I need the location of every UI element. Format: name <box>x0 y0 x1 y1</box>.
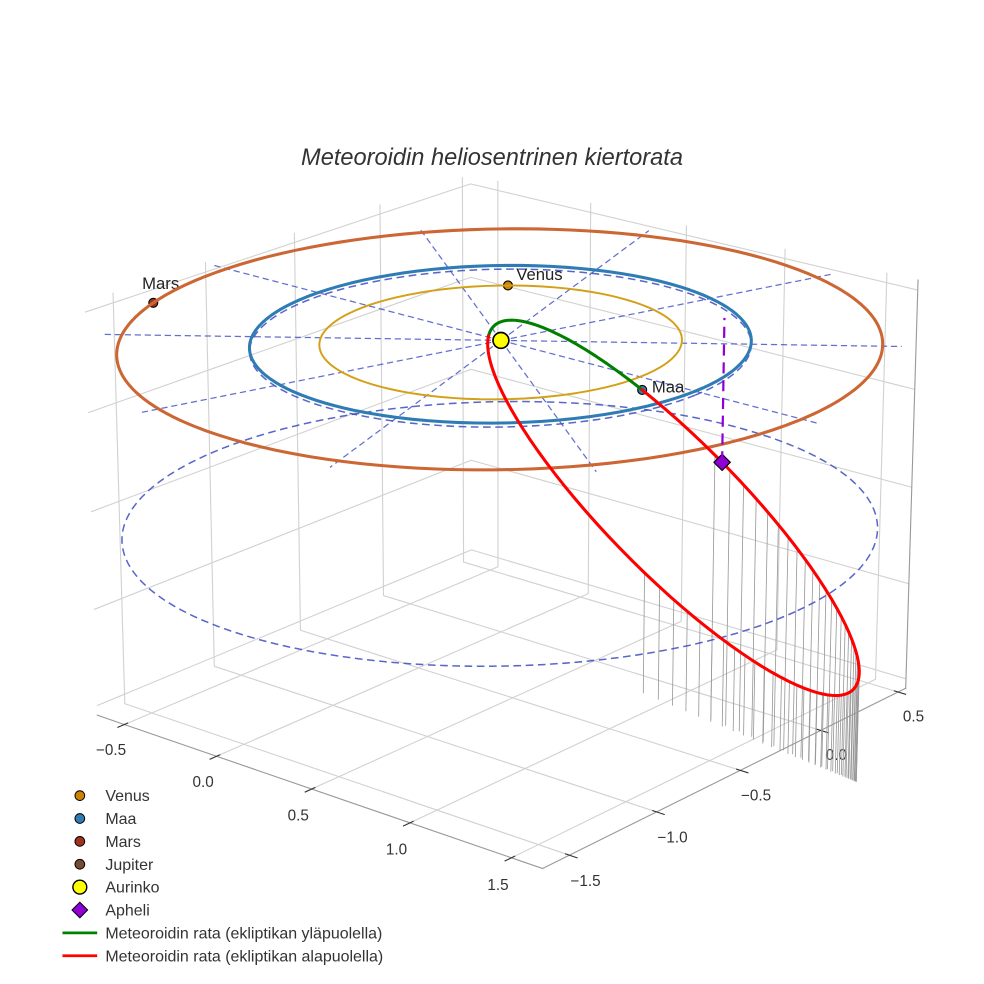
svg-text:1.0: 1.0 <box>386 842 407 859</box>
svg-text:Maa: Maa <box>652 378 685 397</box>
svg-text:Meteoroidin heliosentrinen kie: Meteoroidin heliosentrinen kiertorata <box>301 145 683 171</box>
svg-text:−1.0: −1.0 <box>657 829 687 846</box>
svg-text:Jupiter: Jupiter <box>105 857 154 874</box>
svg-text:0.5: 0.5 <box>288 807 309 824</box>
svg-text:Aurinko: Aurinko <box>105 880 159 897</box>
svg-text:Apheli: Apheli <box>105 903 149 920</box>
svg-text:−0.5: −0.5 <box>741 787 771 804</box>
svg-text:Venus: Venus <box>105 788 149 805</box>
svg-text:0.5: 0.5 <box>903 708 924 725</box>
svg-text:Meteoroidin rata (ekliptikan y: Meteoroidin rata (ekliptikan yläpuolella… <box>105 925 382 942</box>
svg-text:−1.5: −1.5 <box>571 873 601 890</box>
svg-text:1.5: 1.5 <box>487 877 508 894</box>
svg-text:Mars: Mars <box>105 834 141 851</box>
svg-text:−0.5: −0.5 <box>96 742 126 759</box>
svg-text:Maa: Maa <box>105 811 136 828</box>
svg-text:0.0: 0.0 <box>193 774 214 791</box>
svg-text:Meteoroidin rata (ekliptikan a: Meteoroidin rata (ekliptikan alapuolella… <box>105 948 383 965</box>
